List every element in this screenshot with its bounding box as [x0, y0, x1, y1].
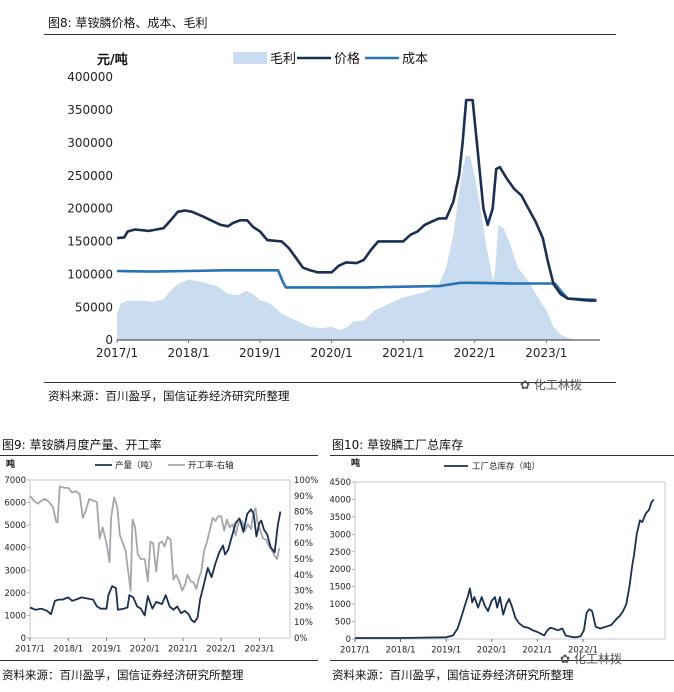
fig8-xtick-label: 2017/1 [96, 346, 138, 360]
fig9-bottom-rule [0, 660, 318, 661]
fig8-xtick-label: 2021/1 [382, 346, 424, 360]
fig10-ytick-label: 3500 [329, 513, 351, 523]
fig10-source: 资料来源：百川盈孚，国信证券经济研究所整理 [332, 668, 574, 682]
fig9-xtick-label: 2019/1 [92, 645, 122, 655]
fig10-xtick-label: 2017/1 [340, 646, 370, 656]
fig8-xtick-label: 2018/1 [167, 346, 209, 360]
fig9-ytick-label: 4000 [4, 544, 26, 554]
fig8-legend-label-gross-profit: 毛利 [270, 52, 296, 67]
fig9-y2tick-label: 60% [294, 539, 313, 549]
fig9-source: 资料来源：百川盈孚，国信证券经济研究所整理 [2, 668, 244, 682]
fig9-y2tick-label: 40% [294, 571, 313, 581]
fig9-xtick-label: 2020/1 [130, 645, 160, 655]
fig8-legend-label-cost: 成本 [402, 52, 428, 67]
fig8-xtick-label: 2023/1 [525, 346, 567, 360]
fig9-legend-label-utilization: 开工率-右轴 [188, 460, 234, 471]
fig9-ytick-label: 5000 [4, 521, 26, 531]
fig10-ytick-label: 3000 [329, 530, 351, 540]
fig10-legend-label-inventory: 工厂总库存（吨） [472, 461, 540, 472]
fig9-y2tick-label: 90% [294, 492, 313, 502]
fig8-xtick-label: 2022/1 [454, 346, 496, 360]
fig9-xtick-label: 2023/1 [244, 645, 274, 655]
fig10-title: 图10: 草铵膦工厂总库存 [332, 438, 464, 452]
fig9-ytick-label: 7000 [4, 476, 26, 486]
fig8-watermark-text: 化工林拨 [533, 378, 582, 392]
fig8-ytick-label: 150000 [67, 235, 113, 249]
fig9-plot-frame [29, 479, 291, 639]
fig8-xtick-label: 2020/1 [311, 346, 353, 360]
fig9-xtick-label: 2022/1 [206, 645, 236, 655]
fig10-ytick-label: 2000 [329, 565, 351, 575]
fig10-bottom-rule [330, 660, 674, 661]
fig8-ytick-label: 100000 [67, 267, 113, 281]
fig10-xtick-label: 2018/1 [386, 646, 416, 656]
fig10-xtick-label: 2019/1 [431, 646, 461, 656]
fig9-y2tick-label: 100% [294, 476, 318, 486]
fig8-legend-label-price: 价格 [334, 51, 360, 67]
fig8-top-rule [44, 34, 616, 35]
fig9-y2tick-label: 70% [294, 523, 313, 533]
fig8-watermark: ✿ 化工林拨 [520, 376, 582, 393]
fig9-ytick-label: 2000 [4, 589, 26, 599]
fig9-y2tick-label: 50% [294, 555, 313, 565]
fig8-ytick-label: 400000 [67, 70, 113, 84]
fig10-ytick-label: 500 [335, 618, 351, 628]
wechat-icon: ✿ [520, 378, 531, 392]
fig8-ytick-label: 50000 [75, 300, 113, 314]
fig9-legend-label-output: 产量（吨） [115, 460, 158, 471]
fig10-series-inventory-line [355, 498, 655, 639]
fig10-ytick-label: 1000 [329, 600, 351, 610]
fig10-xtick-label: 2021/1 [522, 646, 552, 656]
fig10-ytick-label: 2500 [329, 548, 351, 558]
fig9-series-utilization-line [29, 485, 281, 592]
fig8-xtick-label: 2019/1 [239, 346, 281, 360]
fig9-xtick-label: 2018/1 [53, 645, 83, 655]
fig10-ytick-label: 4500 [329, 478, 351, 488]
fig10-ytick-label: 4000 [329, 495, 351, 505]
fig9-ytick-label: 0 [21, 634, 26, 644]
fig9-series-output-line [29, 508, 282, 624]
fig8-bottom-rule [44, 382, 616, 383]
fig9-ylabel: 吨 [6, 458, 15, 470]
fig10-top-rule [330, 455, 674, 456]
fig8-title: 图8: 草铵膦价格、成本、毛利 [48, 16, 208, 30]
fig8-ytick-label: 300000 [67, 136, 113, 150]
fig10-watermark: ✿ 化工林拨 [560, 650, 622, 667]
fig9-y2tick-label: 0% [294, 634, 308, 644]
fig9-ytick-label: 6000 [4, 499, 26, 509]
fig9-ytick-label: 1000 [4, 611, 26, 621]
fig8-series-gross-profit-area [117, 155, 600, 340]
fig9-y2tick-label: 30% [294, 587, 313, 597]
fig9-y2tick-label: 10% [294, 618, 313, 628]
fig8-series-price-line [116, 98, 597, 302]
fig10-xtick-label: 2020/1 [477, 646, 507, 656]
fig8-legend-swatch-gross-profit [233, 52, 267, 64]
fig10-watermark-text: 化工林拨 [573, 652, 622, 666]
fig9-ytick-label: 3000 [4, 566, 26, 576]
fig9-top-rule [0, 455, 318, 456]
fig8-ytick-label: 250000 [67, 169, 113, 183]
fig10-xtick-label: 2022/1 [568, 646, 598, 656]
wechat-icon: ✿ [560, 652, 571, 666]
fig8-ytick-label: 350000 [67, 103, 113, 117]
fig8-ylabel: 元/吨 [97, 52, 128, 68]
fig8-source: 资料来源：百川盈孚，国信证券经济研究所整理 [48, 389, 290, 403]
fig9-title: 图9: 草铵膦月度产量、开工率 [2, 438, 162, 452]
fig9-xtick-label: 2021/1 [168, 645, 198, 655]
fig8-ytick-label: 200000 [67, 202, 113, 216]
fig10-plot-frame [354, 481, 666, 640]
fig10-ylabel: 吨 [351, 457, 360, 469]
fig9-y2tick-label: 80% [294, 508, 313, 518]
fig9-y2tick-label: 20% [294, 602, 313, 612]
fig10-ytick-label: 0 [346, 635, 351, 645]
fig10-ytick-label: 1500 [329, 583, 351, 593]
fig9-xtick-label: 2017/1 [15, 645, 45, 655]
fig8-ytick-label: 0 [105, 333, 113, 347]
